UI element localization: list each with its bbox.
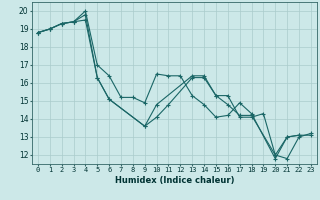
X-axis label: Humidex (Indice chaleur): Humidex (Indice chaleur) [115,176,234,185]
